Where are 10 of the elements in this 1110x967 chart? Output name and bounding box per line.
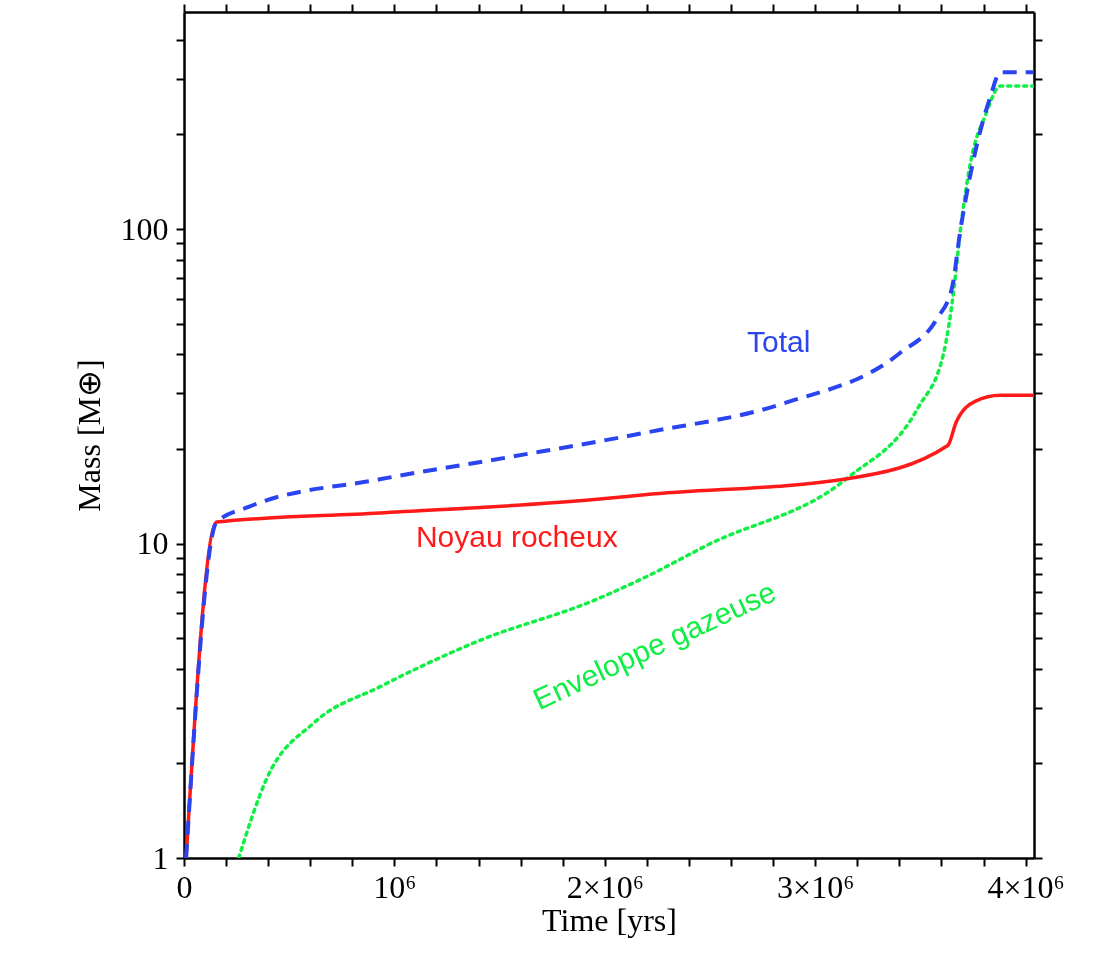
y-axis-title: Mass [M⊕] [70, 359, 107, 512]
y-tick-label: 1 [152, 839, 169, 876]
series-label: Noyau rocheux [415, 519, 618, 553]
x-tick-label: 4×10⁶ [987, 868, 1065, 905]
series-label: Total [746, 325, 811, 359]
x-tick-label: 10⁶ [373, 868, 417, 905]
y-tick-label: 100 [120, 210, 169, 247]
y-tick-label: 10 [136, 525, 169, 562]
x-tick-label: 3×10⁶ [777, 868, 855, 905]
x-tick-label: 0 [176, 868, 193, 905]
